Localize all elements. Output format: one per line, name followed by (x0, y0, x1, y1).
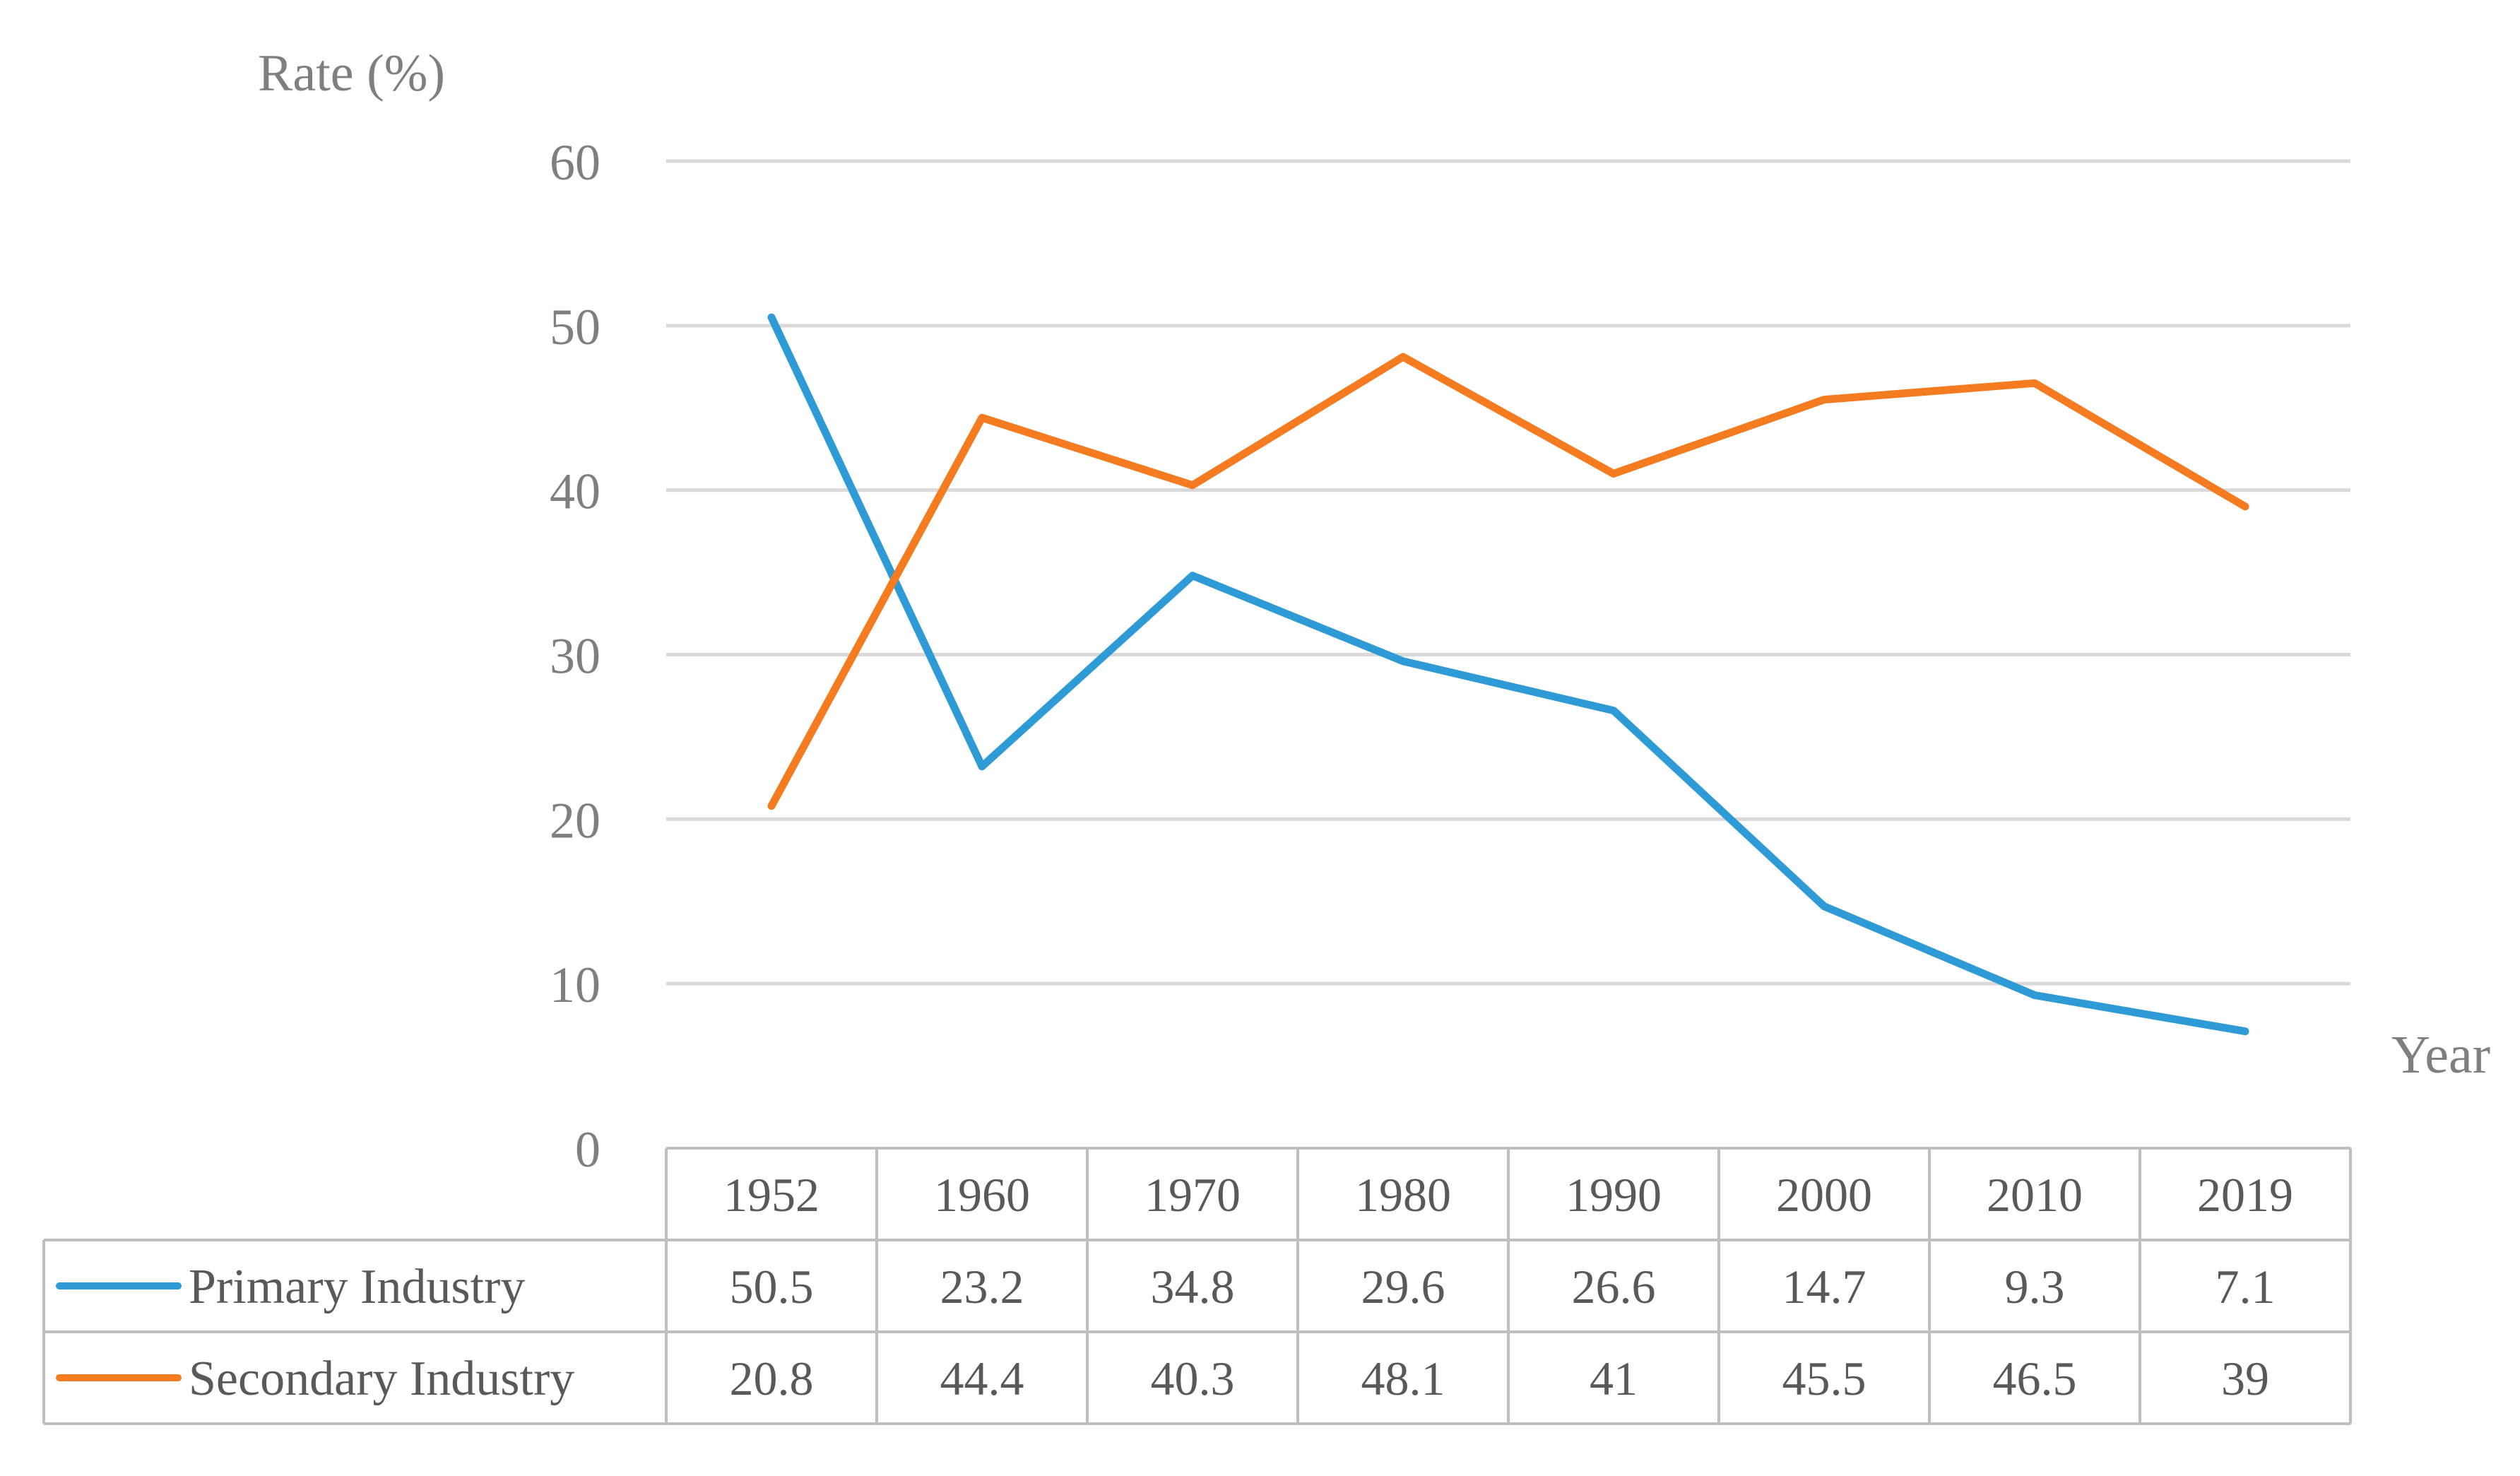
x-tick-label-2019: 2019 (2197, 1168, 2293, 1222)
x-tick-label-2010: 2010 (1987, 1168, 2083, 1222)
series-lines (767, 313, 2249, 1036)
series-secondary-industry-line (767, 353, 2249, 810)
y-tick-label-60: 60 (550, 134, 601, 191)
series-primary-industry-value-2019: 7.1 (2216, 1260, 2276, 1313)
series-secondary-industry-value-2010: 46.5 (1993, 1352, 2077, 1405)
series-primary-industry-value-1990: 26.6 (1572, 1260, 1656, 1313)
y-tick-label-20: 20 (550, 792, 601, 849)
series-primary-industry-value-1970: 34.8 (1151, 1260, 1235, 1313)
series-primary-industry-value-1952: 50.5 (730, 1260, 814, 1313)
x-tick-label-1980: 1980 (1355, 1168, 1451, 1222)
y-tick-label-0: 0 (575, 1121, 601, 1178)
series-secondary-industry-value-2019: 39 (2221, 1352, 2269, 1405)
series-primary-industry-value-1960: 23.2 (940, 1260, 1024, 1313)
series-primary-industry-value-2010: 9.3 (2005, 1260, 2065, 1313)
gridlines (666, 159, 2350, 986)
x-tick-label-2000: 2000 (1776, 1168, 1872, 1222)
series-secondary-industry-value-1980: 48.1 (1361, 1352, 1445, 1405)
series-secondary-industry-value-2000: 45.5 (1782, 1352, 1867, 1405)
series-primary-industry-line (767, 313, 2249, 1036)
data-table: 1952 1960 1970 1980 1990 2000 2010 2019 Primary … (42, 1147, 2352, 1425)
x-tick-label-1970: 1970 (1144, 1168, 1241, 1222)
series-secondary-industry-value-1970: 40.3 (1151, 1352, 1235, 1405)
series-secondary-industry-value-1960: 44.4 (940, 1352, 1024, 1405)
series-secondary-industry-legend-label: Secondary Industry (189, 1352, 574, 1406)
series-primary-industry-legend-label: Primary Industry (189, 1260, 525, 1314)
y-tick-label-30: 30 (550, 628, 601, 685)
y-axis-title: Rate (%) (258, 45, 445, 102)
x-tick-label-1952: 1952 (723, 1168, 820, 1222)
y-tick-label-10: 10 (550, 957, 601, 1013)
x-tick-label-1960: 1960 (934, 1168, 1030, 1222)
series-primary-industry-value-1980: 29.6 (1361, 1260, 1445, 1313)
x-axis-title: Year (2391, 1025, 2490, 1085)
y-tick-label-50: 50 (550, 299, 601, 355)
series-secondary-industry-value-1952: 20.8 (730, 1352, 814, 1405)
series-primary-industry-value-2000: 14.7 (1782, 1260, 1867, 1313)
y-tick-label-40: 40 (550, 464, 601, 520)
x-tick-label-1990: 1990 (1566, 1168, 1662, 1222)
y-tick-labels: 0 10 20 30 40 50 60 (550, 134, 601, 1178)
series-secondary-industry-value-1990: 41 (1590, 1352, 1638, 1405)
